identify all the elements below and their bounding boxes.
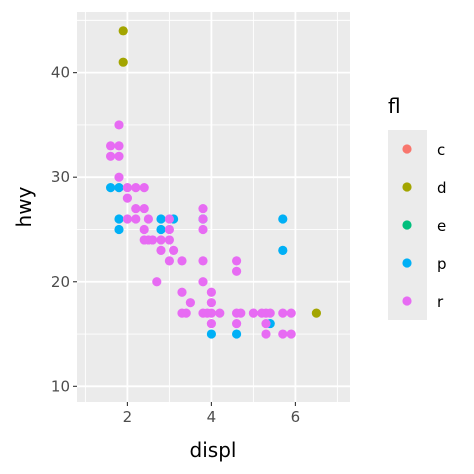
data-point-r — [177, 256, 187, 266]
data-point-p — [232, 329, 242, 339]
data-point-r — [164, 256, 174, 266]
data-point-r — [169, 245, 179, 255]
data-point-r — [261, 318, 271, 329]
data-point-r — [139, 183, 149, 193]
data-point-r — [278, 329, 288, 339]
legend-key-e — [402, 220, 412, 230]
legend-title: fl — [388, 94, 401, 118]
data-point-r — [139, 224, 149, 235]
x-axis-ticks: 2 4 6 — [123, 402, 301, 426]
data-point-r — [236, 308, 246, 318]
data-point-r — [206, 318, 216, 329]
legend-label-p: p — [437, 255, 447, 273]
data-point-r — [139, 203, 149, 214]
data-point-r — [261, 329, 271, 339]
data-point-r — [215, 308, 225, 318]
legend-label-e: e — [437, 217, 446, 235]
data-point-r — [177, 287, 187, 297]
data-point-p — [278, 214, 288, 224]
data-point-r — [185, 298, 195, 308]
data-point-r — [206, 287, 216, 297]
x-tick-label: 6 — [291, 408, 301, 426]
data-point-r — [164, 235, 174, 245]
data-point-r — [122, 183, 132, 193]
data-point-r — [286, 329, 296, 339]
legend-key-d — [402, 182, 412, 192]
data-point-r — [114, 141, 124, 151]
data-point-p — [114, 224, 124, 235]
data-point-r — [122, 193, 132, 203]
y-tick-label: 10 — [51, 377, 70, 395]
data-point-r — [198, 256, 208, 266]
plot-panel — [77, 12, 350, 402]
legend-label-c: c — [437, 141, 445, 159]
data-point-p — [278, 245, 288, 255]
legend-key-c — [402, 144, 412, 154]
data-point-d — [118, 26, 128, 36]
y-tick-label: 20 — [51, 273, 70, 291]
data-point-r — [232, 318, 242, 329]
data-point-r — [114, 151, 124, 161]
data-point-r — [148, 235, 158, 245]
data-point-p — [156, 214, 166, 224]
data-point-r — [164, 224, 174, 235]
data-point-r — [156, 235, 166, 245]
data-point-r — [206, 308, 216, 318]
data-point-r — [286, 308, 296, 318]
x-tick-label: 4 — [207, 408, 217, 426]
data-point-r — [232, 256, 242, 266]
data-point-r — [131, 214, 141, 224]
x-tick-label: 2 — [123, 408, 133, 426]
legend: fl c d e p r — [388, 94, 447, 320]
data-point-r — [152, 277, 162, 287]
data-point-r — [198, 277, 208, 287]
y-axis-ticks: 10 20 30 40 — [51, 64, 77, 395]
y-tick-label: 40 — [51, 64, 70, 82]
data-point-r — [198, 214, 208, 224]
legend-key-p — [402, 258, 412, 268]
data-point-p — [106, 183, 116, 193]
data-point-r — [131, 183, 141, 193]
data-point-r — [232, 266, 242, 276]
data-point-r — [177, 308, 187, 318]
data-point-d — [311, 308, 321, 318]
data-point-r — [139, 235, 149, 245]
data-point-r — [131, 203, 141, 214]
y-tick-label: 30 — [51, 168, 70, 186]
data-point-p — [114, 214, 124, 224]
legend-entries: c d e p r — [402, 141, 447, 311]
data-points — [106, 26, 321, 339]
y-axis-title: hwy — [12, 186, 36, 227]
data-point-r — [198, 203, 208, 214]
data-point-p — [206, 329, 216, 339]
data-point-p — [114, 183, 124, 193]
data-point-r — [114, 120, 124, 130]
data-point-r — [206, 298, 216, 308]
data-point-r — [164, 214, 174, 224]
data-point-r — [143, 214, 153, 224]
data-point-r — [248, 308, 258, 318]
legend-key-r — [402, 296, 412, 306]
data-point-r — [156, 245, 166, 255]
data-point-r — [122, 214, 132, 224]
data-point-r — [278, 308, 288, 318]
data-point-r — [106, 151, 116, 161]
data-point-r — [198, 224, 208, 235]
data-point-r — [265, 308, 275, 318]
legend-label-d: d — [437, 179, 447, 197]
x-axis-title: displ — [190, 438, 237, 462]
data-point-p — [156, 224, 166, 235]
data-point-r — [106, 141, 116, 151]
legend-label-r: r — [437, 293, 444, 311]
data-point-d — [118, 57, 128, 67]
data-point-r — [114, 172, 124, 182]
